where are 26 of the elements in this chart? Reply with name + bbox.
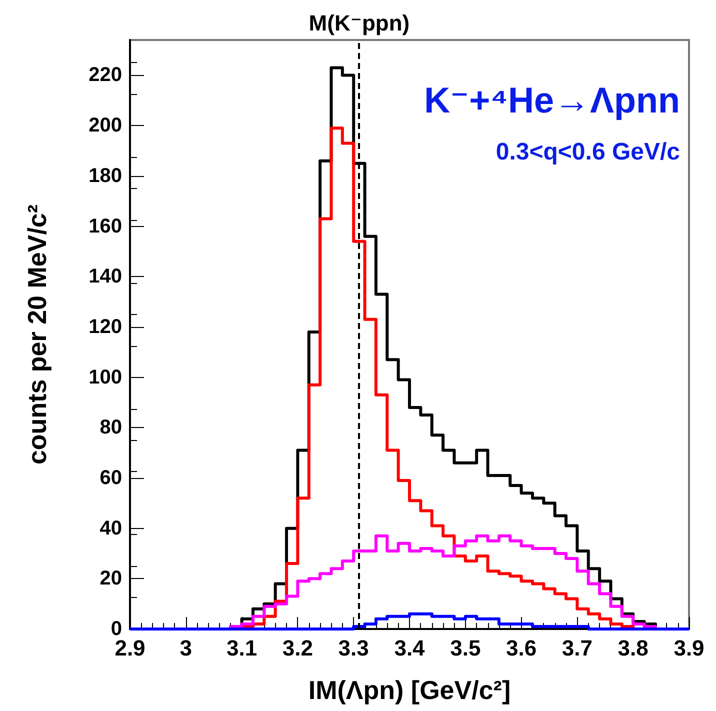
y-tick-label: 120	[88, 316, 122, 338]
y-tick-label: 160	[88, 215, 122, 238]
x-tick-label: 3.5	[450, 636, 481, 660]
annotation: K⁻+⁴He→Λpnn	[424, 80, 680, 120]
x-tick-label: 3.9	[674, 636, 704, 660]
annotation: 0.3<q<0.6 GeV/c	[496, 138, 680, 166]
y-tick-label: 200	[88, 114, 122, 137]
ref-line-label: M(K⁻ppn)	[308, 10, 410, 36]
y-tick-label: 220	[88, 64, 122, 86]
y-tick-label: 40	[100, 517, 122, 540]
y-tick-label: 180	[88, 164, 122, 187]
y-tick-label: 140	[88, 266, 122, 288]
y-tick-label: 60	[100, 466, 122, 489]
x-axis-title: IM(Λpn) [GeV/c²]	[308, 675, 511, 705]
y-tick-label: 80	[100, 416, 122, 439]
x-tick-label: 3.2	[282, 636, 313, 660]
y-tick-label: 20	[100, 568, 122, 590]
x-tick-label: 3.3	[338, 636, 369, 660]
x-tick-label: 3.8	[618, 636, 648, 660]
y-tick-label: 100	[88, 366, 122, 388]
x-tick-label: 3.1	[226, 636, 258, 660]
x-tick-label: 3.7	[562, 636, 592, 660]
y-axis-title: counts per 20 MeV/c²	[22, 204, 52, 465]
x-tick-label: 3.4	[394, 636, 426, 660]
x-tick-label: 3.6	[506, 636, 537, 660]
x-tick-label: 3	[180, 636, 192, 660]
